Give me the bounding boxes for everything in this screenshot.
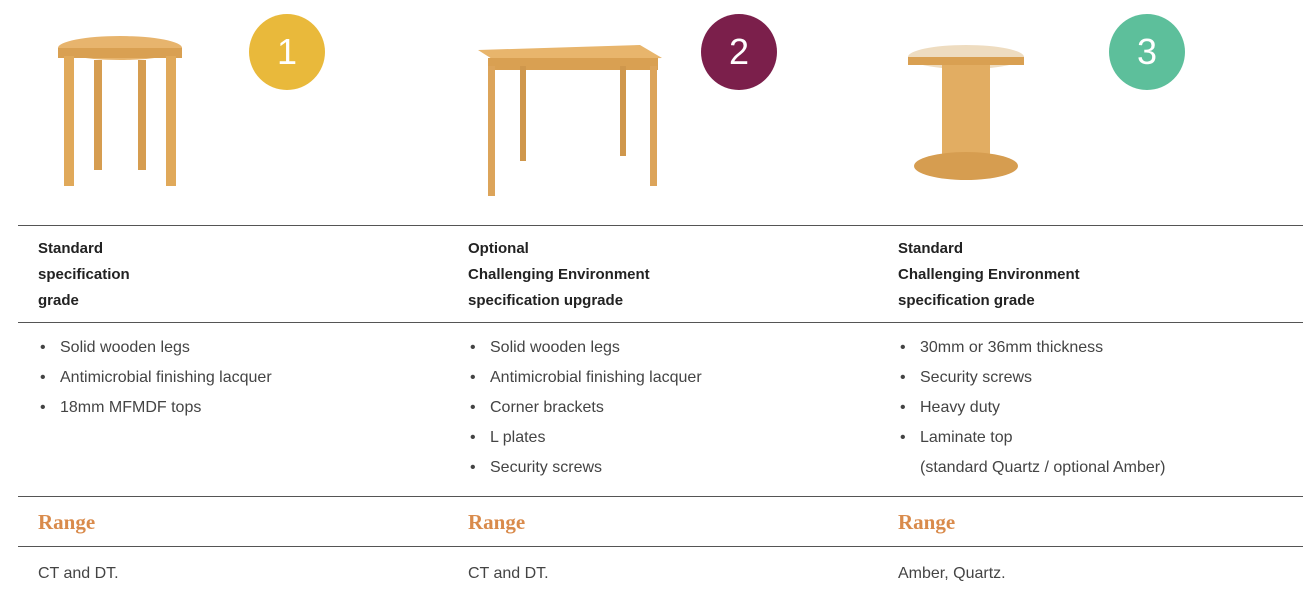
number-badge: 1 (249, 14, 325, 90)
table-image (478, 45, 662, 196)
divider (18, 225, 1303, 226)
range-heading: Range (38, 510, 96, 534)
number-badge: 3 (1109, 14, 1185, 90)
column: 3 Standard Challenging Environment specific… (898, 0, 1303, 590)
divider (18, 546, 1303, 547)
grade-line: specification upgrade (468, 292, 624, 309)
grade-title: Standard specification grade (38, 236, 130, 314)
feature-list: Solid wooden legsAntimicrobial finishing… (468, 333, 702, 483)
feature-item: Antimicrobial finishing lacquer (468, 363, 702, 393)
grade-title: Optional Challenging Environment specifica… (468, 236, 650, 314)
feature-list: 30mm or 36mm thicknessSecurity screwsHea… (898, 333, 1165, 483)
grade-line: Standard (898, 240, 964, 257)
divider (18, 496, 1303, 497)
range-text: CT and DT. (38, 565, 119, 582)
grade-line: Standard (38, 240, 104, 257)
range-heading: Range (898, 510, 956, 534)
range-text: Amber, Quartz. (898, 565, 1006, 582)
grade-line: Challenging Environment (468, 266, 650, 283)
grade-line: Optional (468, 240, 529, 257)
range-text: CT and DT. (468, 565, 549, 582)
feature-item: L plates (468, 423, 702, 453)
feature-item: Corner brackets (468, 393, 702, 423)
table-image (908, 45, 1024, 180)
number-badge: 2 (701, 14, 777, 90)
feature-item: 18mm MFMDF tops (38, 393, 272, 423)
feature-item: Security screws (468, 453, 702, 483)
divider (18, 322, 1303, 323)
column: 2 Optional Challenging Environment specific… (468, 0, 888, 590)
feature-item: Solid wooden legs (468, 333, 702, 363)
table-image (58, 36, 182, 186)
grade-title: Standard Challenging Environment specifica… (898, 236, 1080, 314)
feature-item: Security screws (898, 363, 1165, 393)
grade-line: specification grade (898, 292, 1035, 309)
grade-line: specification (38, 266, 130, 283)
feature-item: Antimicrobial finishing lacquer (38, 363, 272, 393)
feature-item: Solid wooden legs (38, 333, 272, 363)
feature-item: Laminate top (standard Quartz / optional… (898, 423, 1165, 483)
grade-line: Challenging Environment (898, 266, 1080, 283)
feature-item: Heavy duty (898, 393, 1165, 423)
feature-item: 30mm or 36mm thickness (898, 333, 1165, 363)
range-heading: Range (468, 510, 526, 534)
column: 1 Standard specification grade Solid wooden … (38, 0, 458, 590)
grade-line: grade (38, 292, 79, 309)
feature-list: Solid wooden legsAntimicrobial finishing… (38, 333, 272, 423)
